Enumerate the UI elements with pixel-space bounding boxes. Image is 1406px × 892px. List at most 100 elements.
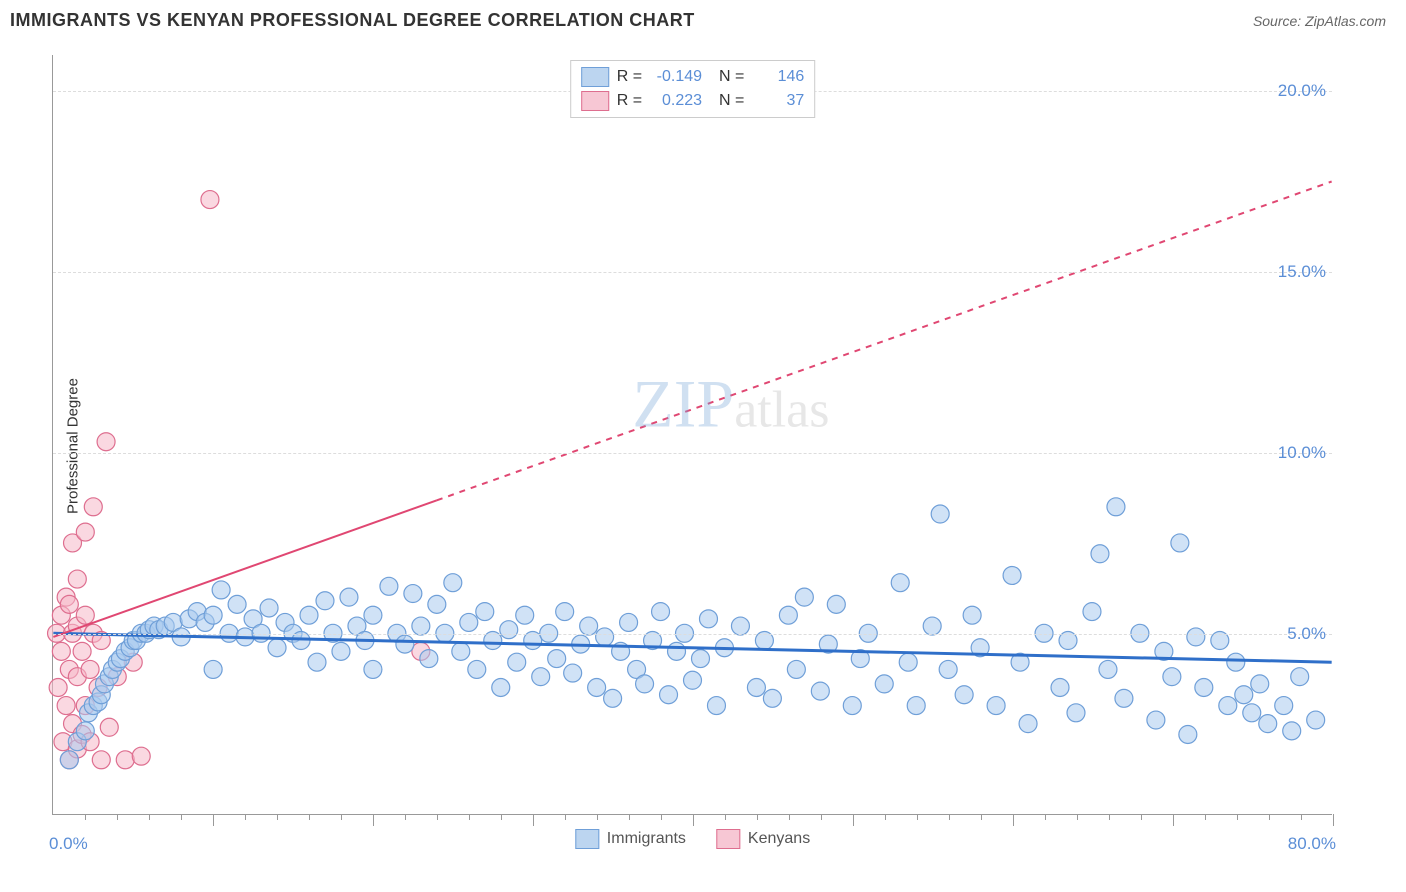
data-point [57,697,75,715]
data-point [731,617,749,635]
data-point [684,671,702,689]
x-tick [1141,814,1142,820]
data-point [60,595,78,613]
data-point [1067,704,1085,722]
x-tick [1333,814,1334,826]
data-point [492,679,510,697]
data-point [340,588,358,606]
y-tick-label: 5.0% [1287,624,1326,644]
data-point [596,628,614,646]
data-point [604,689,622,707]
data-point [955,686,973,704]
data-point [76,606,94,624]
x-tick [821,814,822,820]
data-point [76,722,94,740]
data-point [92,751,110,769]
chart-title: IMMIGRANTS VS KENYAN PROFESSIONAL DEGREE… [10,10,695,31]
data-point [60,751,78,769]
data-point [899,653,917,671]
data-point [444,574,462,592]
data-point [1291,668,1309,686]
x-tick [1269,814,1270,820]
data-point [84,498,102,516]
data-point [763,689,781,707]
data-point [939,660,957,678]
x-tick [213,814,214,826]
x-tick [693,814,694,826]
data-point [707,697,725,715]
data-point [332,642,350,660]
x-tick [597,814,598,820]
data-point [1219,697,1237,715]
data-point [1163,668,1181,686]
x-tick [437,814,438,820]
data-point [201,191,219,209]
data-point [580,617,598,635]
data-point [1243,704,1261,722]
data-point [364,660,382,678]
x-tick [725,814,726,820]
data-point [1259,715,1277,733]
data-point [204,660,222,678]
data-point [396,635,414,653]
x-tick [85,814,86,820]
data-point [1115,689,1133,707]
n-label: N = [710,68,744,86]
data-point [827,595,845,613]
data-point [747,679,765,697]
data-point [460,613,478,631]
data-point [1083,603,1101,621]
x-tick [885,814,886,820]
x-tick [981,814,982,820]
x-tick [853,814,854,826]
data-point [1251,675,1269,693]
data-point [52,642,70,660]
data-point [1147,711,1165,729]
data-point [588,679,606,697]
data-point [1195,679,1213,697]
data-point [1099,660,1117,678]
data-point [268,639,286,657]
data-point [420,650,438,668]
x-tick [245,814,246,820]
x-tick [533,814,534,826]
data-point [308,653,326,671]
r-label: R = [617,68,642,86]
legend-label-immigrants: Immigrants [607,830,686,848]
x-tick [1205,814,1206,820]
data-point [787,660,805,678]
data-point [316,592,334,610]
data-point [500,621,518,639]
legend-row-immigrants: R = -0.149 N = 146 [581,65,805,89]
legend-label-kenyans: Kenyans [748,830,810,848]
r-value-kenyans: 0.223 [650,92,702,110]
data-point [49,679,67,697]
data-point [428,595,446,613]
y-tick-label: 10.0% [1278,443,1326,463]
gridline [53,272,1332,273]
correlation-legend: R = -0.149 N = 146 R = 0.223 N = 37 [570,60,816,118]
data-point [1307,711,1325,729]
data-point [668,642,686,660]
x-tick [405,814,406,820]
data-point [556,603,574,621]
data-point [987,697,1005,715]
source-label: Source: ZipAtlas.com [1253,13,1386,29]
x-tick [117,814,118,820]
data-point [963,606,981,624]
x-axis-max-label: 80.0% [1288,834,1336,854]
x-tick [181,814,182,820]
data-point [1235,686,1253,704]
data-point [516,606,534,624]
x-tick [789,814,790,820]
x-tick [1301,814,1302,820]
data-point [508,653,526,671]
data-point [1227,653,1245,671]
y-tick-label: 15.0% [1278,262,1326,282]
data-point [73,642,91,660]
data-point [843,697,861,715]
data-point [228,595,246,613]
data-point [212,581,230,599]
y-tick-label: 20.0% [1278,81,1326,101]
data-point [100,718,118,736]
